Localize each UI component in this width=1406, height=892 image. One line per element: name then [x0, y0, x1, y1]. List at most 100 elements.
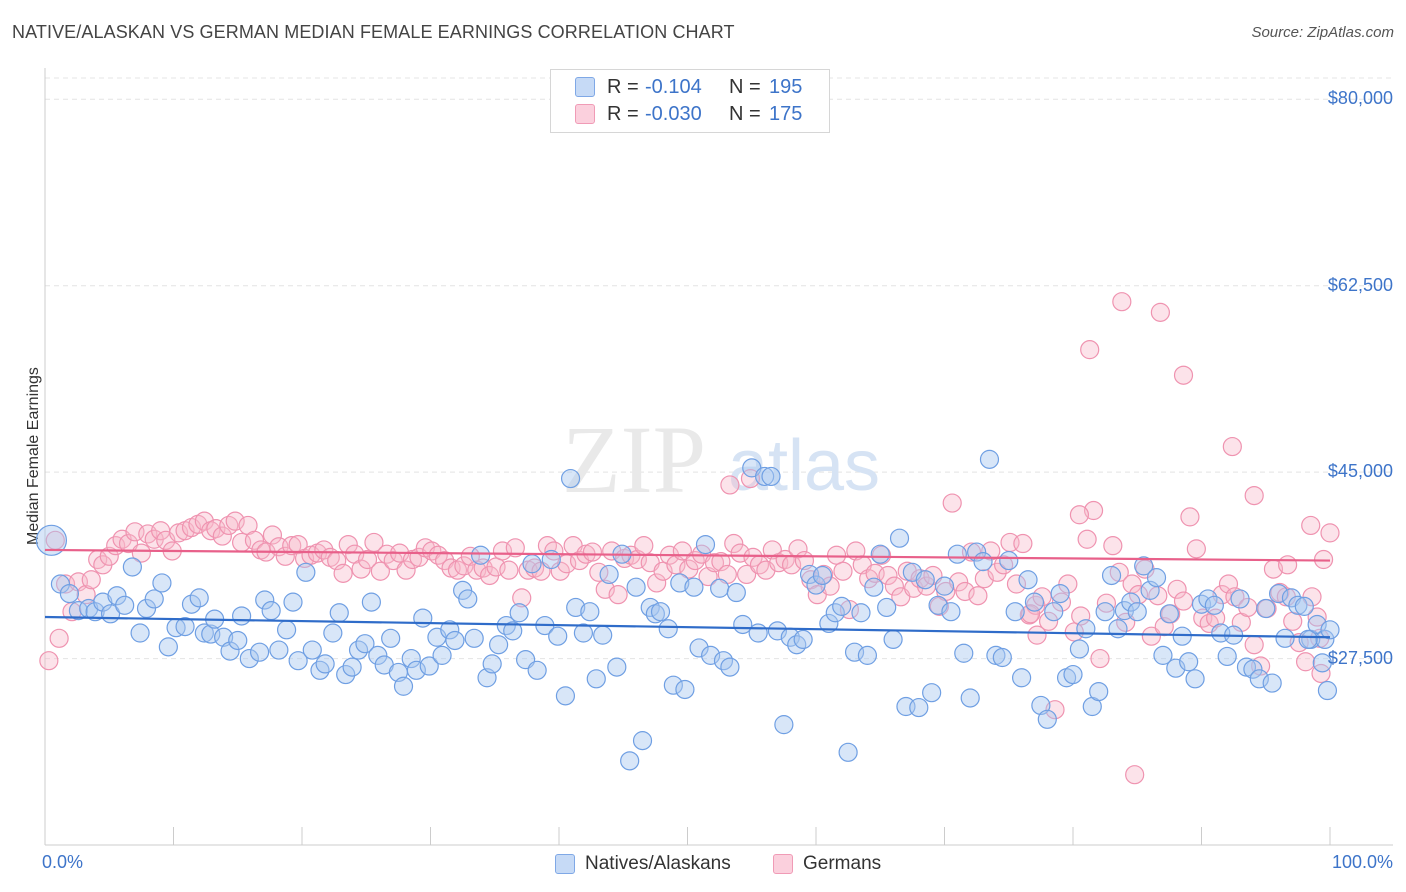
native-point-172 — [1179, 652, 1199, 672]
german-point-162 — [1071, 606, 1091, 626]
german-point-144 — [955, 581, 975, 602]
german-point-201 — [1320, 523, 1340, 543]
native-point-60 — [458, 589, 478, 609]
german-point-7 — [81, 570, 101, 590]
german-point-90 — [608, 585, 628, 605]
native-point-44 — [355, 634, 375, 654]
native-point-53 — [413, 608, 433, 628]
native-point-180 — [1230, 589, 1250, 609]
native-point-124 — [870, 544, 890, 564]
native-point-24 — [220, 641, 240, 661]
native-point-137 — [954, 643, 974, 663]
native-point-28 — [249, 642, 270, 662]
native-point-105 — [748, 623, 768, 643]
y-tick-label-2: $62,500 — [1327, 274, 1393, 295]
german-point-94 — [634, 536, 654, 556]
native-point-93 — [670, 573, 690, 593]
german-point-105 — [704, 553, 725, 573]
german-point-39 — [282, 536, 302, 556]
native-point-156 — [1076, 619, 1096, 639]
native-point-40 — [329, 603, 349, 623]
legend-r-value: -0.030 — [645, 102, 702, 125]
legend-row-natives: R = -0.104 N = 195 — [551, 74, 802, 100]
legend-n-label: N = — [729, 75, 761, 98]
native-point-51 — [401, 648, 421, 669]
native-point-9 — [115, 595, 135, 615]
native-point-62 — [471, 545, 491, 565]
german-point-110 — [737, 564, 757, 585]
german-point-126 — [839, 599, 860, 620]
native-point-98 — [701, 645, 721, 665]
native-point-88 — [640, 597, 660, 618]
native-point-15 — [158, 637, 178, 657]
native-point-130 — [909, 697, 929, 718]
german-point-30 — [225, 511, 245, 531]
german-point-189 — [1244, 635, 1264, 655]
german-point-163 — [1077, 529, 1097, 549]
x-tick-label-min: 0.0% — [42, 852, 84, 872]
native-point-176 — [1204, 595, 1224, 615]
native-point-102 — [726, 582, 746, 603]
native-point-168 — [1153, 645, 1173, 665]
legend-n-value: 195 — [769, 75, 803, 98]
native-point-11 — [130, 623, 150, 643]
native-point-187 — [1275, 628, 1295, 648]
native-point-18 — [181, 594, 202, 614]
native-point-96 — [689, 638, 709, 658]
native-point-101 — [720, 657, 740, 677]
native-point-107 — [761, 466, 781, 487]
german-point-123 — [820, 576, 840, 596]
native-point-138 — [960, 688, 980, 708]
native-point-126 — [883, 629, 903, 650]
watermark-atlas: atlas — [728, 426, 880, 506]
german-point-124 — [826, 545, 847, 565]
native-point-152 — [1050, 583, 1070, 604]
native-point-197 — [1320, 620, 1340, 640]
native-point-26 — [232, 606, 252, 626]
natives-swatch-icon — [575, 77, 595, 97]
native-point-141 — [979, 449, 1000, 469]
german-point-74 — [505, 538, 525, 558]
native-point-80 — [586, 669, 606, 689]
germans-legend-label: Germans — [803, 853, 882, 874]
native-point-68 — [509, 603, 529, 623]
german-point-132 — [878, 565, 898, 586]
native-point-14 — [152, 573, 172, 593]
correlation-legend: R = -0.104 N = 195 R = -0.030 N = 175 — [550, 69, 830, 133]
german-point-118 — [788, 539, 808, 559]
native-point-58 — [445, 630, 465, 651]
native-point-0 — [35, 524, 68, 556]
german-point-111 — [743, 547, 763, 567]
native-point-91 — [658, 619, 678, 639]
native-point-119 — [838, 742, 858, 762]
trend-lines — [44, 548, 1331, 639]
german-point-146 — [968, 586, 988, 606]
german-point-108 — [724, 533, 744, 554]
native-point-97 — [695, 534, 716, 555]
german-point-203 — [720, 475, 740, 495]
native-point-25 — [228, 630, 248, 651]
german-point-195 — [1283, 611, 1303, 631]
native-point-12 — [136, 598, 157, 619]
native-point-173 — [1185, 669, 1205, 689]
native-point-70 — [522, 554, 542, 574]
german-point-209 — [1112, 292, 1132, 312]
native-point-36 — [302, 640, 322, 660]
german-point-142 — [942, 493, 962, 513]
native-point-122 — [857, 645, 878, 665]
german-point-143 — [949, 572, 969, 592]
x-tick-label-max: 100.0% — [1331, 852, 1393, 872]
native-point-151 — [1044, 602, 1064, 622]
german-point-28 — [212, 526, 232, 546]
native-point-27 — [239, 648, 259, 669]
native-point-56 — [432, 645, 452, 665]
native-point-38 — [315, 654, 335, 674]
german-point-86 — [582, 542, 603, 562]
native-point-121 — [851, 603, 871, 623]
native-point-123 — [864, 577, 884, 597]
y-tick-label-1: $45,000 — [1327, 461, 1393, 482]
german-point-211 — [1150, 302, 1170, 322]
native-point-185 — [1262, 673, 1282, 693]
native-point-20 — [194, 623, 214, 643]
german-point-109 — [730, 543, 750, 563]
